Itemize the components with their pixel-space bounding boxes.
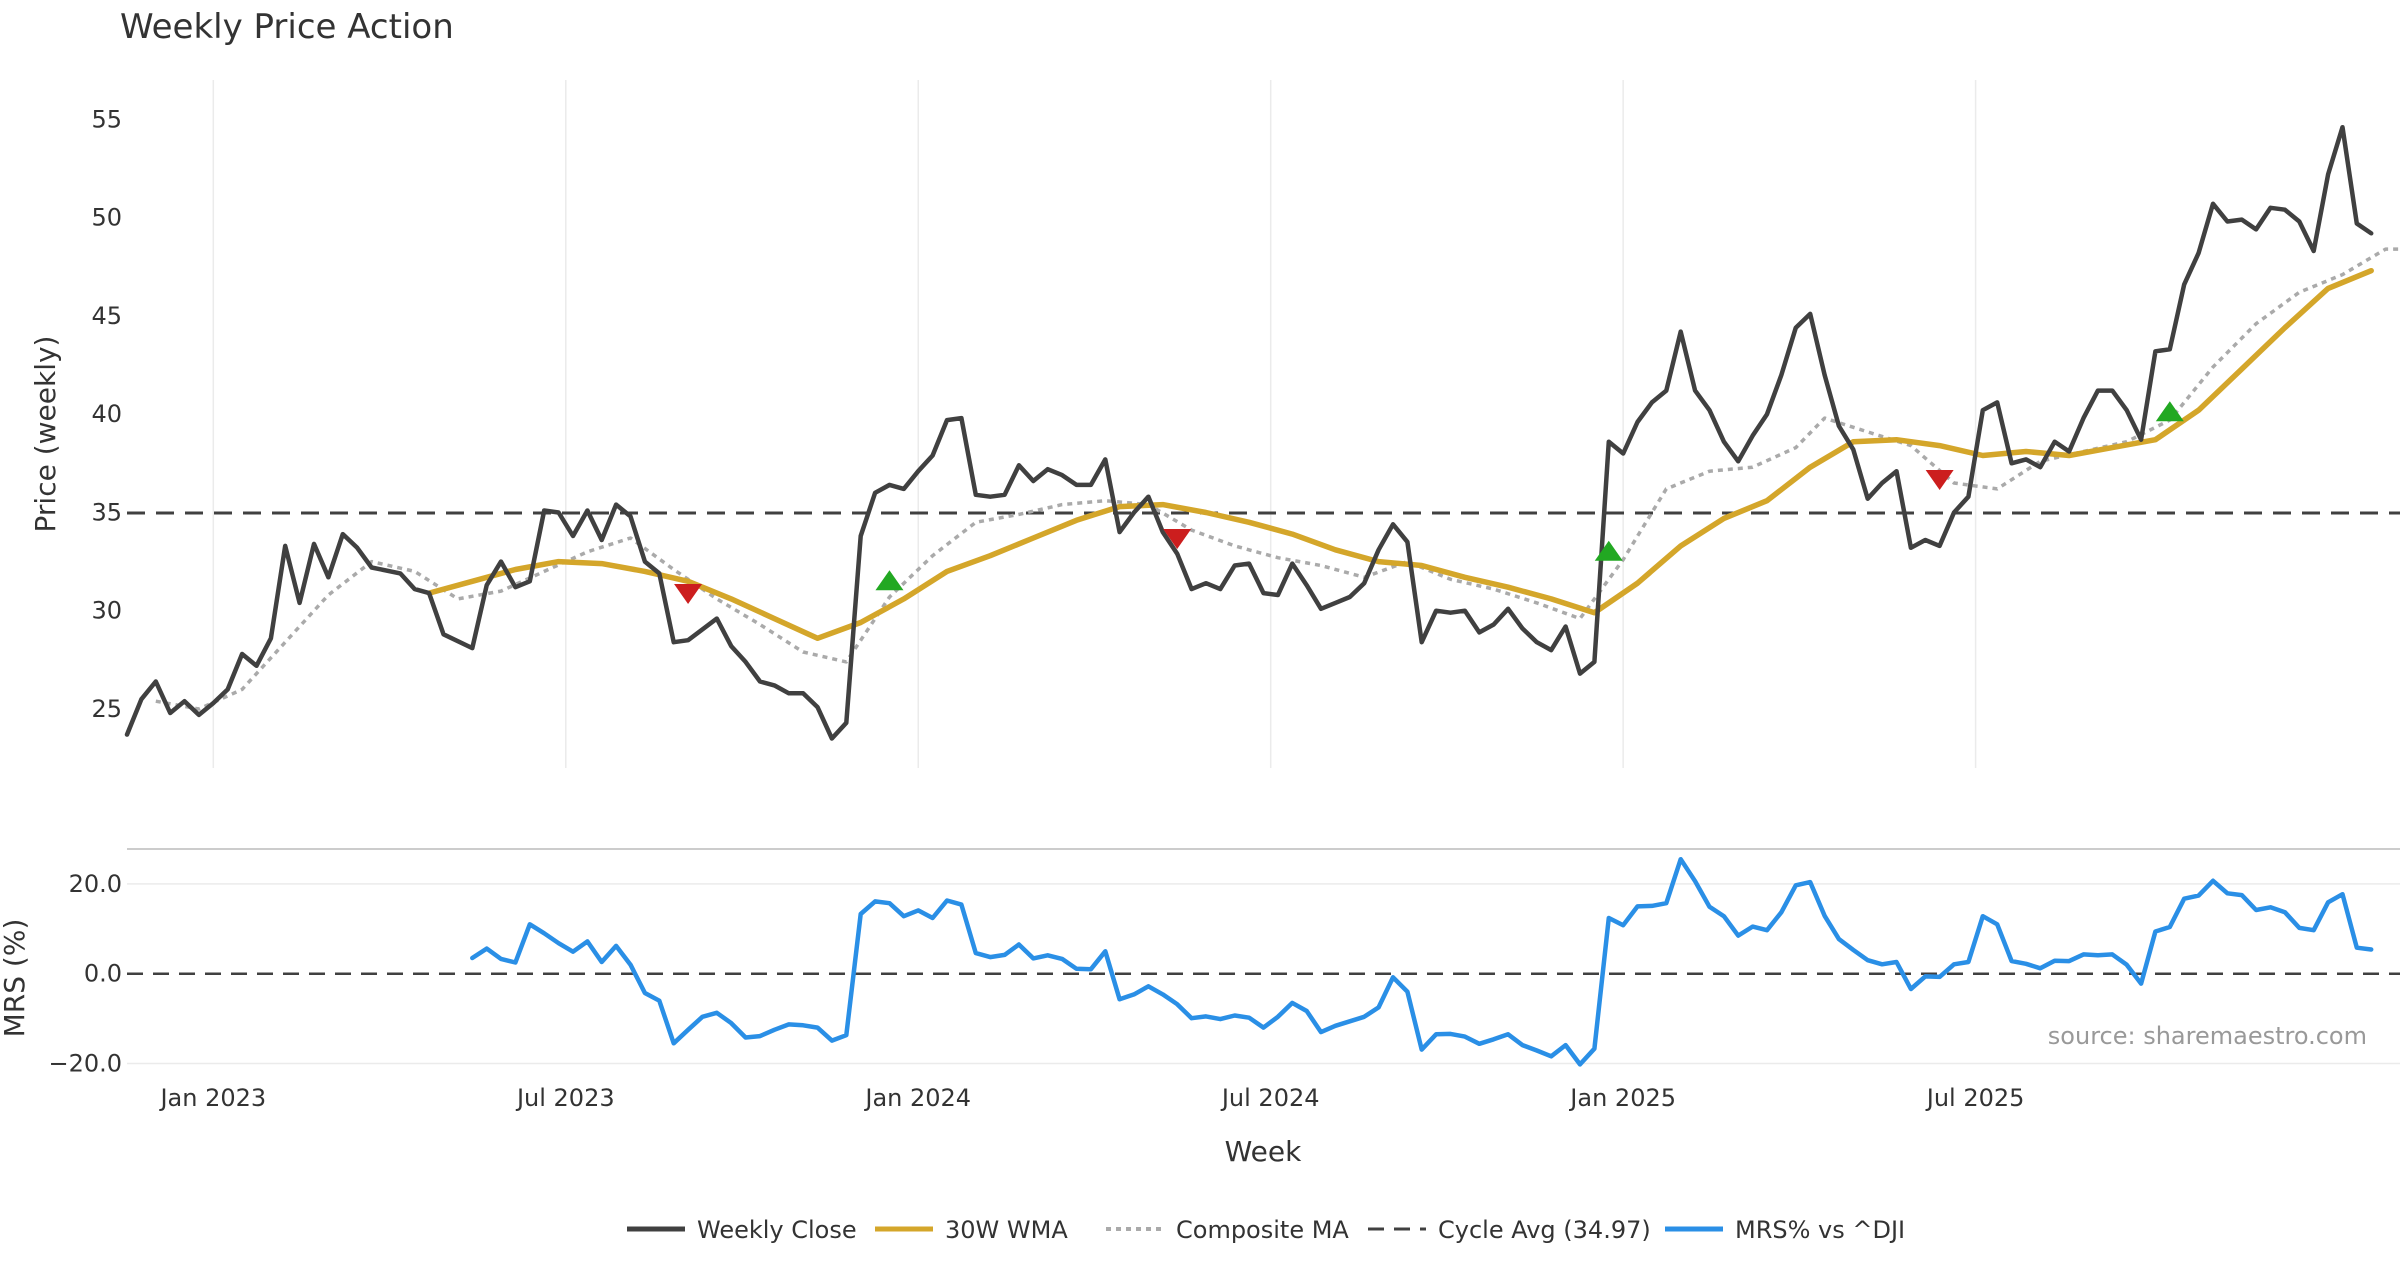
mrs-grid — [127, 883, 2400, 1065]
price-y-tick: 35 — [91, 498, 122, 526]
sell-signal-marker — [1925, 470, 1954, 491]
price-y-tick: 40 — [91, 400, 122, 428]
price-y-tick: 50 — [91, 204, 122, 232]
legend-label: 30W WMA — [945, 1216, 1068, 1244]
legend-item: Weekly Close — [627, 1216, 857, 1244]
x-tick-label: Jul 2024 — [1220, 1084, 1320, 1112]
price-y-axis-label: Price (weekly) — [29, 336, 62, 533]
legend-label: Cycle Avg (34.97) — [1438, 1216, 1651, 1244]
legend: Weekly Close 30W WMA Composite MA Cycle Avg… — [627, 1216, 1905, 1244]
mrs-y-ticks: 20.0 0.0 −20.0 — [48, 870, 122, 1078]
x-axis-ticks: Jan 2023 Jul 2023 Jan 2024 Jul 2024 Jan 2025… — [158, 1084, 2024, 1112]
chart-title: Weekly Price Action — [120, 7, 454, 47]
legend-label: Composite MA — [1176, 1216, 1349, 1244]
source-note: source: sharemaestro.com — [2048, 1022, 2367, 1050]
x-axis-label: Week — [1225, 1135, 1302, 1168]
x-tick-label: Jan 2024 — [863, 1084, 971, 1112]
x-tick-label: Jan 2025 — [1568, 1084, 1676, 1112]
price-y-tick: 25 — [91, 695, 122, 723]
legend-label: Weekly Close — [697, 1216, 857, 1244]
sell-signal-marker — [674, 584, 703, 605]
x-tick-label: Jan 2023 — [158, 1084, 266, 1112]
price-y-tick: 55 — [91, 105, 122, 133]
x-tick-label: Jul 2023 — [515, 1084, 615, 1112]
sell-signal-marker — [1163, 529, 1192, 550]
wma-line — [426, 267, 2374, 642]
mrs-y-tick: 20.0 — [69, 870, 122, 898]
weekly-close-line — [124, 124, 2374, 741]
mrs-y-tick: 0.0 — [84, 960, 122, 988]
buy-signal-marker — [2155, 401, 2184, 422]
price-y-ticks: 25 30 35 40 45 50 55 — [91, 105, 122, 723]
legend-item: MRS% vs ^DJI — [1665, 1216, 1905, 1244]
signal-markers — [674, 401, 2184, 605]
x-tick-label: Jul 2025 — [1925, 1084, 2025, 1112]
buy-signal-marker — [1594, 540, 1623, 561]
price-y-tick: 45 — [91, 302, 122, 330]
composite-ma-line — [155, 247, 2400, 711]
mrs-y-axis-label: MRS (%) — [0, 919, 31, 1038]
mrs-y-tick: −20.0 — [48, 1050, 122, 1078]
legend-label: MRS% vs ^DJI — [1735, 1216, 1905, 1244]
legend-item: Composite MA — [1106, 1216, 1349, 1244]
price-y-tick: 30 — [91, 597, 122, 625]
price-grid — [212, 80, 1977, 768]
buy-signal-marker — [875, 570, 904, 591]
mrs-line — [470, 856, 2374, 1067]
legend-item: 30W WMA — [875, 1216, 1068, 1244]
legend-item: Cycle Avg (34.97) — [1368, 1216, 1651, 1244]
